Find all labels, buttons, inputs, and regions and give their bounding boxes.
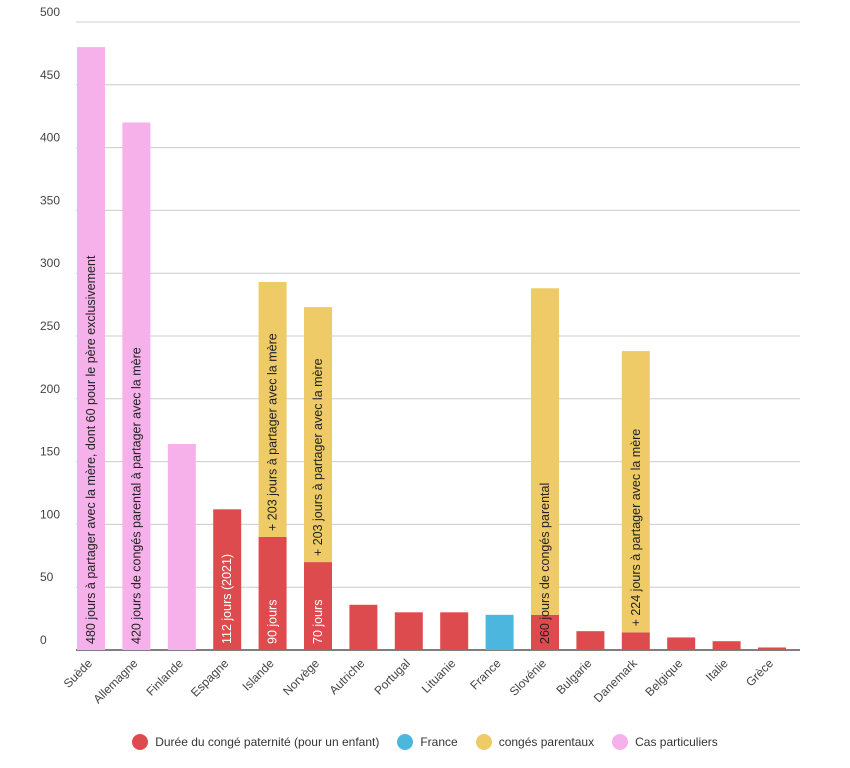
- bar: [349, 604, 378, 650]
- x-category-label: Slovénie: [507, 656, 550, 699]
- y-tick-label: 300: [40, 256, 60, 270]
- bar: [576, 631, 605, 650]
- bar: [258, 536, 287, 650]
- x-category-label: France: [467, 656, 504, 693]
- gridlines: [76, 21, 800, 651]
- bar: [440, 612, 469, 650]
- legend-swatch-pink: [612, 734, 629, 750]
- legend-label: congés parentaux: [498, 735, 595, 749]
- x-category-label: Islande: [239, 656, 276, 693]
- x-category-label: Espagne: [188, 656, 232, 700]
- bar: [712, 641, 741, 650]
- legend: Durée du congé paternité (pour un enfant…: [0, 734, 850, 750]
- y-tick-label: 350: [40, 193, 60, 207]
- bar-annotation: 112 jours (2021): [220, 554, 234, 644]
- x-category-label: Belgique: [642, 656, 685, 699]
- legend-swatch-yellow: [475, 734, 492, 750]
- y-tick-label: 450: [40, 68, 60, 82]
- bar: [394, 612, 423, 650]
- bar: [667, 637, 696, 650]
- bar: [621, 351, 650, 633]
- x-category-label: Norvège: [280, 656, 322, 698]
- x-category-label: Portugal: [371, 656, 413, 698]
- bar: [258, 281, 287, 537]
- legend-item-parental: congés parentaux: [475, 734, 595, 750]
- x-category-label: Allemagne: [91, 656, 141, 706]
- legend-swatch-red: [132, 734, 149, 750]
- bar-annotation: 420 jours de congés parental à partager …: [129, 347, 143, 644]
- bar-chart: 0 50 100 150 200 250 300 350 400 450 500 480 jours…: [40, 5, 800, 707]
- bar: [304, 307, 332, 563]
- bar-annotation: 70 jours: [311, 600, 325, 644]
- bar: [485, 614, 514, 650]
- legend-label: Durée du congé paternité (pour un enfant…: [155, 735, 380, 749]
- legend-swatch-blue: [397, 734, 414, 750]
- bar: [621, 632, 650, 650]
- bar: [77, 47, 105, 651]
- bar-annotation: 480 jours à partager avec la mère, dont …: [84, 255, 98, 644]
- bar: [213, 509, 242, 650]
- bar: [122, 122, 151, 651]
- bar: [531, 614, 559, 650]
- y-tick-label: 150: [40, 445, 60, 459]
- x-category-label: Grèce: [743, 656, 776, 689]
- legend-item-particuliers: Cas particuliers: [612, 734, 718, 750]
- y-tick-label: 50: [40, 570, 54, 584]
- legend-label: France: [420, 735, 458, 749]
- y-axis-ticks: 0 50 100 150 200 250 300 350 400 450 500: [40, 5, 60, 647]
- y-tick-label: 100: [40, 507, 60, 521]
- x-category-label: Italie: [703, 656, 731, 684]
- bar: [304, 562, 332, 650]
- x-category-label: Finlande: [143, 656, 186, 699]
- y-tick-label: 500: [40, 5, 60, 19]
- legend-item-paternite: Durée du congé paternité (pour un enfant…: [132, 734, 379, 750]
- y-tick-label: 250: [40, 319, 60, 333]
- y-tick-label: 200: [40, 382, 60, 396]
- bar: [167, 444, 196, 650]
- bars: [77, 47, 786, 651]
- x-category-label: Autriche: [326, 656, 367, 697]
- bar: [531, 288, 559, 615]
- bar-annotations: 480 jours à partager avec la mère, dont …: [84, 255, 643, 644]
- y-tick-label: 400: [40, 131, 60, 145]
- bar-annotation: 260 jours de congés parental: [538, 483, 552, 644]
- bar-annotation: + 224 jours à partager avec la mère: [629, 429, 643, 627]
- legend-label: Cas particuliers: [635, 735, 718, 749]
- legend-item-france: France: [397, 734, 458, 750]
- bar-annotation: 90 jours: [266, 600, 280, 644]
- y-tick-label: 0: [40, 633, 47, 647]
- x-category-label: Lituanie: [419, 656, 459, 696]
- bar-annotation: + 203 jours à partager avec la mère: [266, 333, 280, 531]
- x-category-label: Danemark: [591, 656, 641, 706]
- x-category-label: Suède: [61, 656, 96, 691]
- bar-annotation: + 203 jours à partager avec la mère: [311, 358, 325, 556]
- bar: [758, 647, 786, 650]
- x-category-label: Bulgarie: [553, 656, 594, 697]
